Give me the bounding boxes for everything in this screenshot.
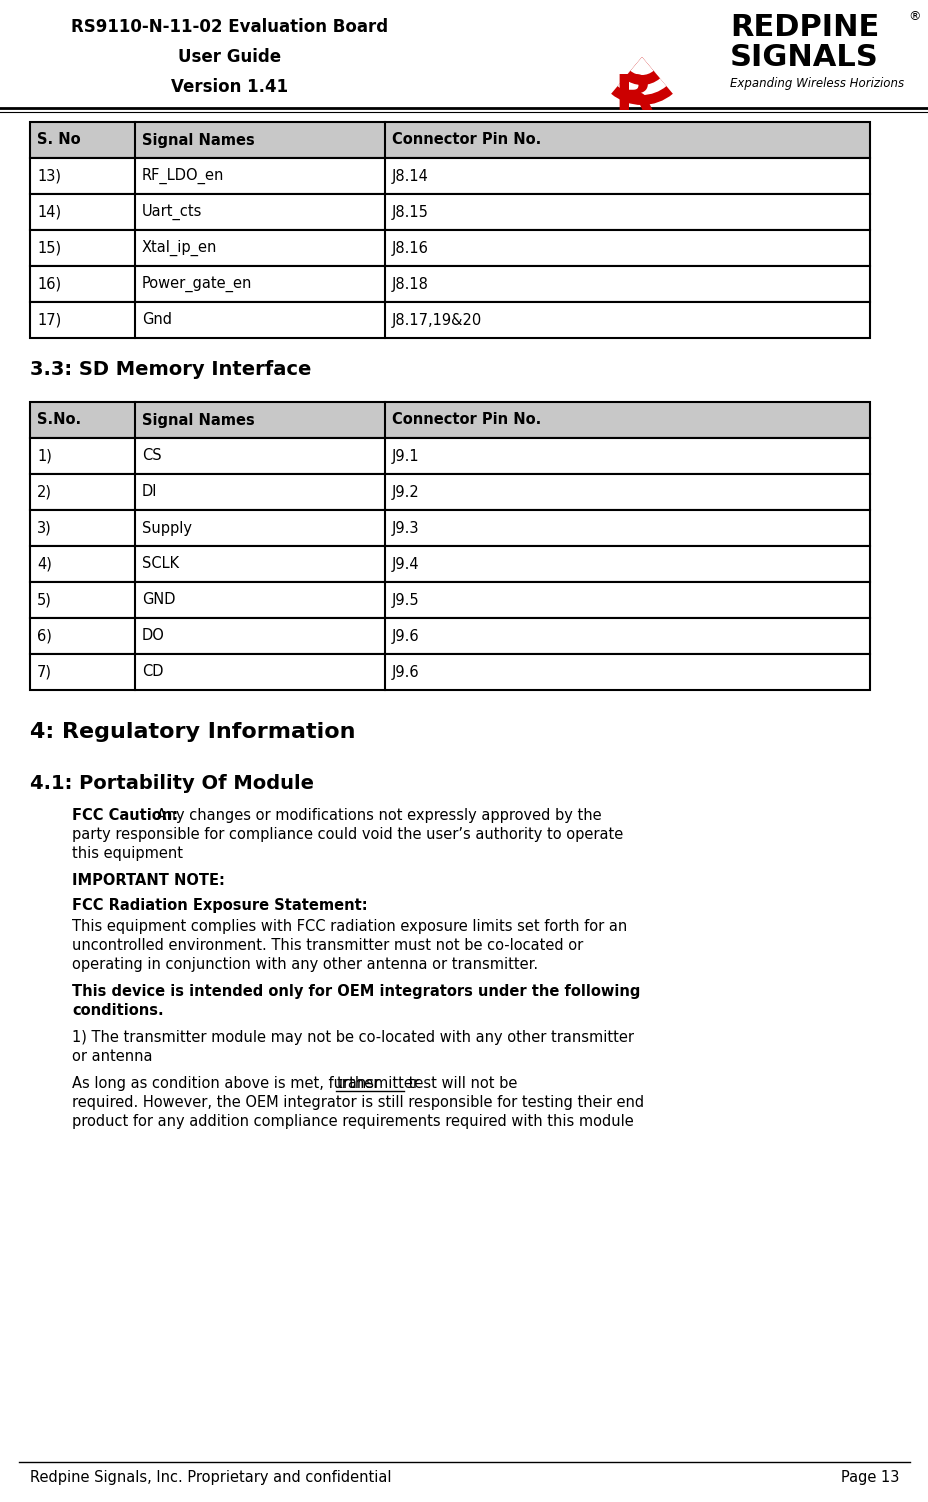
- Wedge shape: [630, 57, 653, 75]
- Text: This device is intended only for OEM integrators under the following: This device is intended only for OEM int…: [72, 984, 639, 999]
- Text: Supply: Supply: [142, 521, 192, 536]
- Wedge shape: [611, 57, 672, 105]
- Text: Signal Names: Signal Names: [142, 132, 254, 147]
- Bar: [30, 194, 869, 230]
- Text: J8.17,19&20: J8.17,19&20: [392, 312, 482, 327]
- Text: Uart_cts: Uart_cts: [142, 204, 202, 221]
- Text: DI: DI: [142, 485, 158, 500]
- Bar: [30, 302, 869, 338]
- Text: product for any addition compliance requirements required with this module: product for any addition compliance requ…: [72, 1114, 633, 1130]
- Text: transmitter: transmitter: [336, 1075, 419, 1090]
- Text: test will not be: test will not be: [404, 1075, 517, 1090]
- Bar: [30, 266, 869, 302]
- Text: 2): 2): [37, 485, 52, 500]
- Text: SIGNALS: SIGNALS: [729, 44, 878, 72]
- Text: Page 13: Page 13: [840, 1470, 898, 1485]
- Text: User Guide: User Guide: [178, 48, 281, 66]
- Text: This equipment complies with FCC radiation exposure limits set forth for an: This equipment complies with FCC radiati…: [72, 919, 626, 934]
- Text: CS: CS: [142, 449, 161, 464]
- Text: 4: Regulatory Information: 4: Regulatory Information: [30, 722, 355, 742]
- Text: 6): 6): [37, 628, 52, 643]
- Text: J9.5: J9.5: [392, 592, 419, 607]
- Text: S. No: S. No: [37, 132, 81, 147]
- Bar: [30, 581, 869, 617]
- Text: this equipment: this equipment: [72, 846, 183, 861]
- Text: J8.18: J8.18: [392, 276, 429, 291]
- Text: REDPINE: REDPINE: [729, 14, 878, 42]
- Text: 4): 4): [37, 557, 52, 571]
- Text: CD: CD: [142, 664, 163, 679]
- Bar: [30, 230, 869, 266]
- Text: IMPORTANT NOTE:: IMPORTANT NOTE:: [72, 873, 225, 888]
- Text: Any changes or modifications not expressly approved by the: Any changes or modifications not express…: [152, 808, 601, 823]
- Text: RS9110-N-11-02 Evaluation Board: RS9110-N-11-02 Evaluation Board: [71, 18, 388, 36]
- Text: Connector Pin No.: Connector Pin No.: [392, 132, 541, 147]
- Text: DO: DO: [142, 628, 164, 643]
- Text: SCLK: SCLK: [142, 557, 179, 571]
- Text: 7): 7): [37, 664, 52, 679]
- Text: uncontrolled environment. This transmitter must not be co-located or: uncontrolled environment. This transmitt…: [72, 939, 583, 952]
- Text: 5): 5): [37, 592, 52, 607]
- Wedge shape: [624, 57, 659, 86]
- Text: J8.14: J8.14: [392, 168, 429, 183]
- Bar: [30, 403, 869, 439]
- Text: J8.15: J8.15: [392, 204, 429, 219]
- Text: 13): 13): [37, 168, 61, 183]
- Bar: [30, 158, 869, 194]
- Text: 3.3: SD Memory Interface: 3.3: SD Memory Interface: [30, 360, 311, 379]
- Text: 4.1: Portability Of Module: 4.1: Portability Of Module: [30, 774, 314, 793]
- Text: J9.2: J9.2: [392, 485, 419, 500]
- Text: Connector Pin No.: Connector Pin No.: [392, 413, 541, 428]
- Text: 1) The transmitter module may not be co-located with any other transmitter: 1) The transmitter module may not be co-…: [72, 1030, 633, 1045]
- Text: 17): 17): [37, 312, 61, 327]
- Text: 3): 3): [37, 521, 52, 536]
- Text: As long as condition above is met, further: As long as condition above is met, furth…: [72, 1075, 383, 1090]
- Bar: [30, 547, 869, 581]
- Text: Redpine Signals, Inc. Proprietary and confidential: Redpine Signals, Inc. Proprietary and co…: [30, 1470, 391, 1485]
- Text: Gnd: Gnd: [142, 312, 172, 327]
- Text: J9.6: J9.6: [392, 664, 419, 679]
- Text: 14): 14): [37, 204, 61, 219]
- Bar: [30, 617, 869, 653]
- Text: J9.6: J9.6: [392, 628, 419, 643]
- Wedge shape: [617, 57, 665, 95]
- Text: party responsible for compliance could void the user’s authority to operate: party responsible for compliance could v…: [72, 828, 623, 843]
- Text: R: R: [614, 72, 652, 120]
- Text: J9.4: J9.4: [392, 557, 419, 571]
- Bar: [30, 475, 869, 511]
- Text: FCC Radiation Exposure Statement:: FCC Radiation Exposure Statement:: [72, 898, 367, 913]
- Text: Signal Names: Signal Names: [142, 413, 254, 428]
- Text: operating in conjunction with any other antenna or transmitter.: operating in conjunction with any other …: [72, 957, 537, 972]
- Text: 15): 15): [37, 240, 61, 255]
- Text: S.No.: S.No.: [37, 413, 81, 428]
- Text: 16): 16): [37, 276, 61, 291]
- Text: J9.3: J9.3: [392, 521, 419, 536]
- Bar: [30, 439, 869, 475]
- Text: J8.16: J8.16: [392, 240, 429, 255]
- Text: conditions.: conditions.: [72, 1003, 163, 1018]
- Text: GND: GND: [142, 592, 175, 607]
- Bar: [30, 122, 869, 158]
- Text: Expanding Wireless Horizions: Expanding Wireless Horizions: [729, 77, 903, 90]
- Text: J9.1: J9.1: [392, 449, 419, 464]
- Text: ®: ®: [907, 11, 920, 23]
- Text: 1): 1): [37, 449, 52, 464]
- Text: Version 1.41: Version 1.41: [172, 78, 289, 96]
- Text: or antenna: or antenna: [72, 1048, 152, 1063]
- Text: Xtal_ip_en: Xtal_ip_en: [142, 240, 217, 257]
- Bar: [30, 653, 869, 689]
- Bar: [30, 511, 869, 547]
- Text: RF_LDO_en: RF_LDO_en: [142, 168, 225, 185]
- Text: Power_gate_en: Power_gate_en: [142, 276, 252, 291]
- Text: FCC Caution:: FCC Caution:: [72, 808, 178, 823]
- Text: required. However, the OEM integrator is still responsible for testing their end: required. However, the OEM integrator is…: [72, 1095, 643, 1110]
